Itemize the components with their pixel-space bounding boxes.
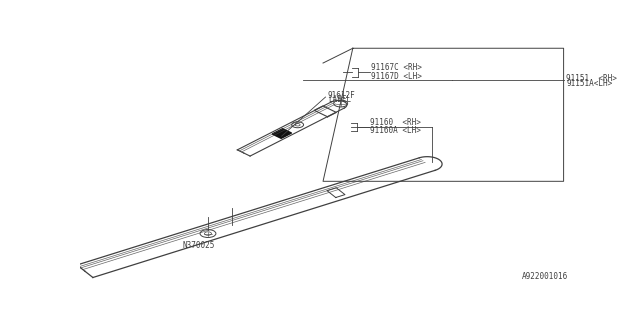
Text: 91151  <RH>: 91151 <RH> [566, 74, 617, 83]
Polygon shape [272, 129, 292, 138]
Text: 91167C <RH>: 91167C <RH> [371, 63, 422, 72]
Text: LABEL: LABEL [328, 95, 351, 105]
Text: 91160  <RH>: 91160 <RH> [370, 118, 421, 127]
Text: 91167D <LH>: 91167D <LH> [371, 72, 422, 81]
Text: A922001016: A922001016 [522, 272, 568, 281]
Text: N370025: N370025 [183, 241, 215, 250]
Text: 91160A <LH>: 91160A <LH> [370, 126, 421, 135]
Text: 91612F: 91612F [328, 91, 356, 100]
Text: 91151A<LH>: 91151A<LH> [566, 79, 612, 88]
